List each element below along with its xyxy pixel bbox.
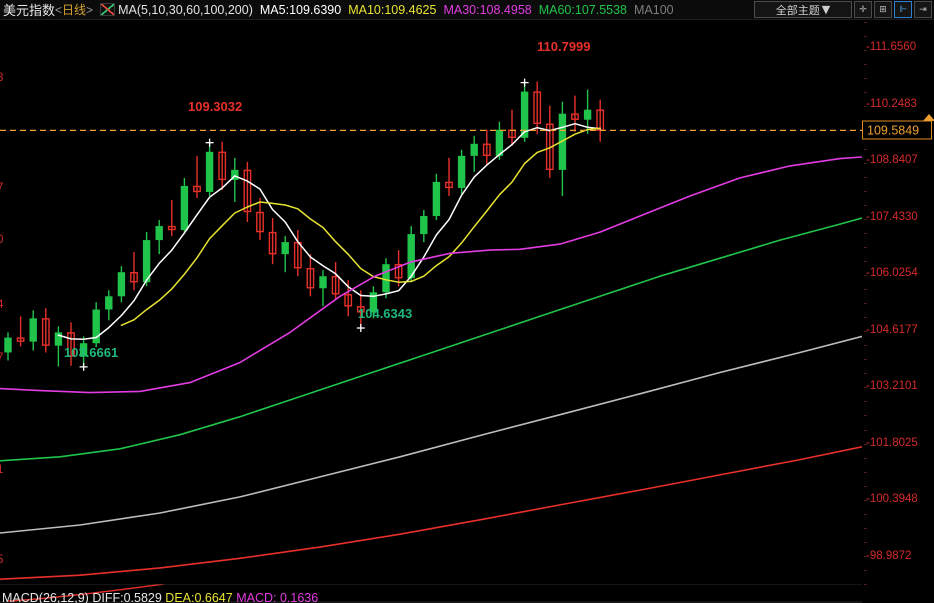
macd-pane[interactable]: MACD(26,12,9) DIFF:0.5829 DEA:0.6647 MAC… bbox=[0, 584, 862, 603]
candlestick-svg bbox=[0, 78, 862, 580]
period-label: 日线 bbox=[62, 3, 87, 17]
left-price-tick: 5 bbox=[0, 554, 4, 566]
macd-definition: MACD(26,12,9) bbox=[2, 591, 89, 603]
price-minor-tick bbox=[864, 190, 867, 192]
price-minor-tick bbox=[864, 148, 867, 150]
price-minor-tick bbox=[864, 176, 867, 178]
price-minor-tick bbox=[864, 555, 867, 557]
left-price-tick: 7 bbox=[0, 182, 4, 194]
ma30-value: MA30:108.4958 bbox=[443, 2, 532, 17]
crosshair-move-icon[interactable]: ✛ bbox=[854, 1, 872, 18]
price-tick: -103.2101 bbox=[866, 380, 918, 393]
price-minor-tick bbox=[864, 78, 867, 80]
candlestick-icon bbox=[100, 3, 116, 16]
ma100-value: MA100 bbox=[634, 2, 674, 17]
macd-legend: MACD(26,12,9) DIFF:0.5829 DEA:0.6647 MAC… bbox=[2, 591, 318, 603]
ma10-value: MA10:109.4625 bbox=[348, 2, 437, 17]
ma5-value: MA5:109.6390 bbox=[259, 2, 342, 17]
price-minor-tick bbox=[864, 317, 867, 319]
price-tick: -106.0254 bbox=[866, 267, 918, 280]
price-minor-tick bbox=[864, 106, 867, 108]
last-price-value: 109.5849 bbox=[867, 123, 920, 138]
period-open-bracket: < bbox=[55, 2, 63, 17]
price-minor-tick bbox=[864, 415, 867, 417]
macd-macd: MACD: 0.1636 bbox=[236, 591, 319, 603]
chart-header: 美元指数 < 日线 > MA(5,10,30,60,100,200) MA5:1… bbox=[0, 0, 934, 20]
price-minor-tick bbox=[864, 513, 867, 515]
price-chart-plot[interactable]: 110.7999 109.3032 104.6343 103.6661 bbox=[0, 19, 862, 584]
period-close-bracket: > bbox=[86, 2, 94, 17]
price-minor-tick bbox=[864, 541, 867, 543]
price-minor-tick bbox=[864, 527, 867, 529]
price-minor-tick bbox=[864, 218, 867, 220]
price-minor-tick bbox=[864, 485, 867, 487]
last-price-arrow-icon bbox=[923, 114, 934, 122]
price-minor-tick bbox=[864, 92, 867, 94]
symbol-name: 美元指数 bbox=[3, 4, 56, 19]
chart-toolbar: 全部主题 ▼ ✛ ⊞ ⊩ ⇥ bbox=[754, 1, 932, 18]
price-minor-tick bbox=[864, 471, 867, 473]
price-axis[interactable]: -111.6560 -110.2483 -108.8407 -107.4330 -106… bbox=[862, 19, 934, 585]
left-price-tick: 1 bbox=[0, 464, 4, 476]
left-price-tick: 8 bbox=[0, 72, 4, 84]
price-minor-tick bbox=[864, 443, 867, 445]
left-price-tick: 7 bbox=[0, 352, 4, 364]
price-minor-tick bbox=[864, 387, 867, 389]
price-minor-tick bbox=[864, 289, 867, 291]
chart-exit-icon[interactable]: ⇥ bbox=[914, 1, 932, 18]
price-minor-tick bbox=[864, 401, 867, 403]
low-label-2: 104.6343 bbox=[358, 306, 413, 321]
indicator-block[interactable]: MA(5,10,30,60,100,200) bbox=[100, 3, 253, 17]
macd-dea: DEA:0.6647 bbox=[165, 591, 233, 603]
price-tick: -108.8407 bbox=[866, 154, 918, 167]
price-minor-tick bbox=[864, 22, 867, 24]
price-tick: -100.3948 bbox=[866, 493, 918, 506]
price-minor-tick bbox=[864, 275, 867, 277]
price-minor-tick bbox=[864, 50, 867, 52]
price-minor-tick bbox=[864, 260, 867, 262]
price-minor-tick bbox=[864, 204, 867, 206]
last-price-badge: 109.5849 bbox=[862, 120, 932, 140]
symbol-block[interactable]: 美元指数 < 日线 > bbox=[0, 0, 94, 20]
price-minor-tick bbox=[864, 345, 867, 347]
low-label-1: 103.6661 bbox=[64, 345, 119, 360]
price-minor-tick bbox=[864, 36, 867, 38]
price-minor-tick bbox=[864, 331, 867, 333]
macd-svg bbox=[0, 584, 862, 603]
left-price-tick: 4 bbox=[0, 299, 4, 311]
price-minor-tick bbox=[864, 246, 867, 248]
ma-definition: MA(5,10,30,60,100,200) bbox=[118, 2, 253, 17]
price-minor-tick bbox=[864, 499, 867, 501]
price-minor-tick bbox=[864, 569, 867, 571]
price-minor-tick bbox=[864, 232, 867, 234]
left-price-tick: 0 bbox=[0, 234, 4, 246]
theme-select-label: 全部主题 bbox=[775, 3, 820, 17]
price-tick: -98.9872 bbox=[866, 549, 912, 562]
ma60-value: MA60:107.5538 bbox=[538, 2, 627, 17]
price-minor-tick bbox=[864, 162, 867, 164]
chart-scale-icon[interactable]: ⊞ bbox=[874, 1, 892, 18]
high-label-1: 109.3032 bbox=[188, 99, 243, 114]
price-tick: -104.6177 bbox=[866, 323, 918, 336]
high-label-2: 110.7999 bbox=[537, 39, 591, 54]
price-minor-tick bbox=[864, 373, 867, 375]
price-minor-tick bbox=[864, 303, 867, 305]
chart-shift-icon[interactable]: ⊩ bbox=[894, 1, 912, 18]
price-minor-tick bbox=[864, 584, 867, 585]
price-tick: -107.4330 bbox=[866, 210, 918, 223]
price-tick: -101.8025 bbox=[866, 436, 918, 449]
price-minor-tick bbox=[864, 457, 867, 459]
price-minor-tick bbox=[864, 64, 867, 66]
theme-select[interactable]: 全部主题 ▼ bbox=[754, 1, 852, 18]
price-tick: -111.6560 bbox=[866, 41, 917, 54]
price-minor-tick bbox=[864, 429, 867, 431]
chevron-down-icon: ▼ bbox=[821, 3, 831, 16]
macd-diff: DIFF:0.5829 bbox=[92, 591, 162, 603]
price-minor-tick bbox=[864, 359, 867, 361]
price-tick: -110.2483 bbox=[866, 97, 917, 110]
